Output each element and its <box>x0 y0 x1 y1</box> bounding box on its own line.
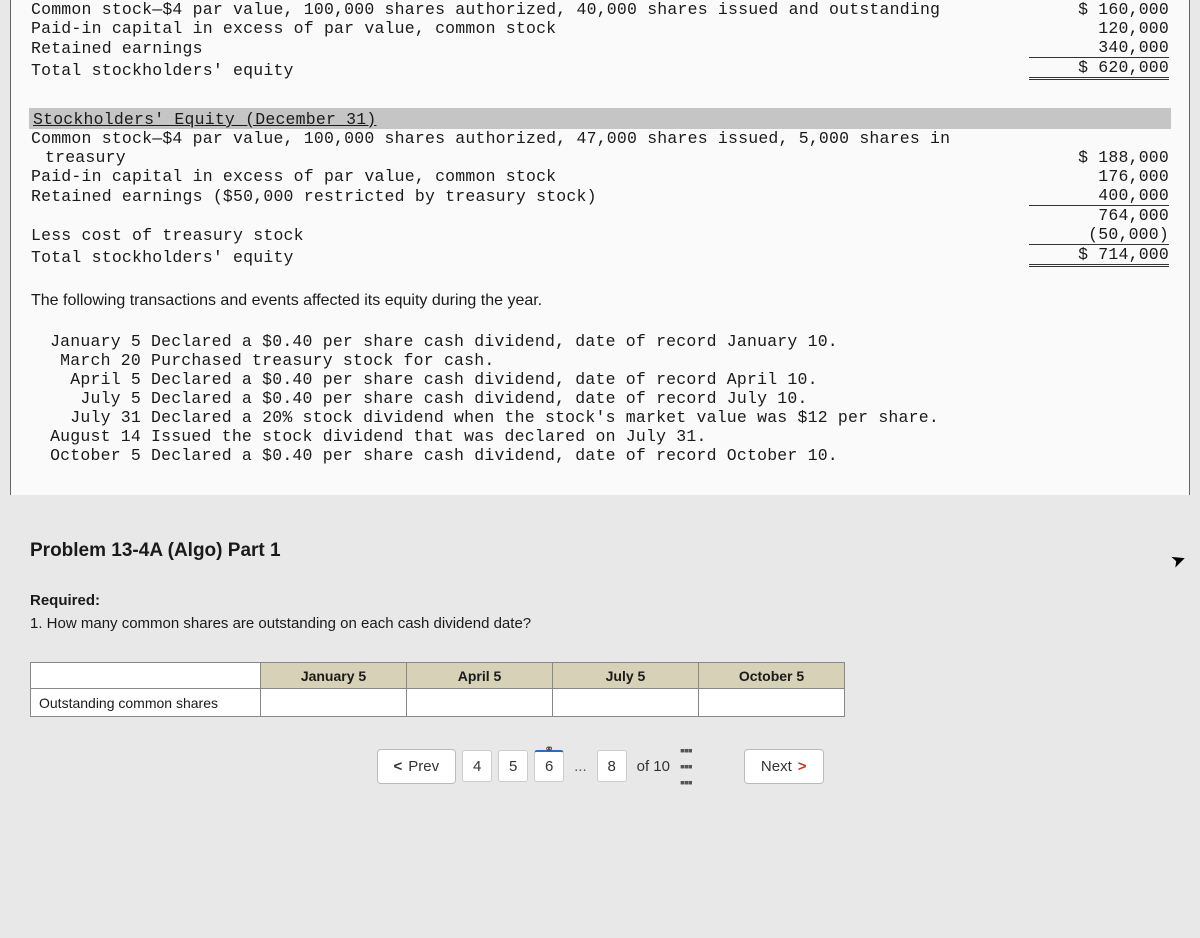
col-head: October 5 <box>699 663 845 689</box>
tx-desc: Declared a $0.40 per share cash dividend… <box>151 370 1169 389</box>
answer-table: January 5 April 5 July 5 October 5 Outst… <box>30 662 845 717</box>
fin-amount: $ 188,000 <box>1029 148 1169 167</box>
answer-cell-oct5[interactable] <box>699 689 845 717</box>
link-icon: ⚭ <box>544 742 554 756</box>
answer-cell-jan5[interactable] <box>261 689 407 717</box>
fin-amount: (50,000) <box>1029 225 1169 245</box>
transactions-list: January 5Declared a $0.40 per share cash… <box>41 332 1169 465</box>
narrative-text: The following transactions and events af… <box>31 292 1169 310</box>
prev-button[interactable]: < Prev <box>377 749 457 784</box>
required-label: Required: <box>30 592 1200 609</box>
fin-amount: $ 620,000 <box>1029 58 1169 80</box>
problem-content: Common stock—$4 par value, 100,000 share… <box>10 0 1190 495</box>
fin-amount: 764,000 <box>1029 206 1169 225</box>
page-5[interactable]: 5 <box>498 750 528 782</box>
fin-label: Less cost of treasury stock <box>31 226 1029 245</box>
fin-label: Total stockholders' equity <box>31 248 1029 267</box>
of-text: of 10 <box>637 758 670 775</box>
answer-cell-jul5[interactable] <box>553 689 699 717</box>
fin-label: Retained earnings ($50,000 restricted by… <box>31 187 1029 206</box>
tx-date: March 20 <box>41 351 151 370</box>
tx-date: January 5 <box>41 332 151 351</box>
fin-label: Total stockholders' equity <box>31 61 1029 80</box>
tx-desc: Purchased treasury stock for cash. <box>151 351 1169 370</box>
fin-label: Common stock—$4 par value, 100,000 share… <box>31 0 1029 19</box>
tx-desc: Declared a $0.40 per share cash dividend… <box>151 389 1169 408</box>
fin-amount: $ 714,000 <box>1029 245 1169 267</box>
tx-desc: Issued the stock dividend that was decla… <box>151 427 1169 446</box>
page-4[interactable]: 4 <box>462 750 492 782</box>
fin-label: Paid-in capital in excess of par value, … <box>31 167 1029 186</box>
table-corner <box>31 663 261 689</box>
chevron-left-icon: < <box>394 758 403 775</box>
row-label: Outstanding common shares <box>31 689 261 717</box>
fin-amount: $ 160,000 <box>1029 0 1169 19</box>
fin-amount: 176,000 <box>1029 167 1169 186</box>
fin-amount: 340,000 <box>1029 38 1169 58</box>
tx-date: April 5 <box>41 370 151 389</box>
fin-amount: 120,000 <box>1029 19 1169 38</box>
answer-cell-apr5[interactable] <box>407 689 553 717</box>
tx-date: July 5 <box>41 389 151 408</box>
equity-jan-section: Common stock—$4 par value, 100,000 share… <box>31 0 1169 80</box>
fin-label: Retained earnings <box>31 39 1029 58</box>
col-head: April 5 <box>407 663 553 689</box>
fin-label: Paid-in capital in excess of par value, … <box>31 19 1029 38</box>
tx-desc: Declared a 20% stock dividend when the s… <box>151 408 1169 427</box>
required-text: 1. How many common shares are outstandin… <box>30 615 1200 632</box>
fin-amount: 400,000 <box>1029 186 1169 206</box>
prev-label: Prev <box>408 758 439 775</box>
tx-desc: Declared a $0.40 per share cash dividend… <box>151 446 1169 465</box>
tx-date: July 31 <box>41 408 151 427</box>
page-6-current[interactable]: ⚭ 6 <box>534 750 564 782</box>
equity-dec-header: Stockholders' Equity (December 31) <box>29 108 1171 129</box>
tx-date: October 5 <box>41 446 151 465</box>
chevron-right-icon: > <box>798 758 807 775</box>
next-label: Next <box>761 758 792 775</box>
pager-dots: ... <box>570 758 591 775</box>
tx-desc: Declared a $0.40 per share cash dividend… <box>151 332 1169 351</box>
grid-icon[interactable]: ▪▪▪▪▪▪▪▪▪ <box>680 742 692 790</box>
fin-label: Common stock—$4 par value, 100,000 share… <box>31 129 1029 167</box>
next-button[interactable]: Next > <box>744 749 824 784</box>
equity-dec-section: Stockholders' Equity (December 31) Commo… <box>31 108 1169 267</box>
page-8[interactable]: 8 <box>597 750 627 782</box>
col-head: July 5 <box>553 663 699 689</box>
tx-date: August 14 <box>41 427 151 446</box>
problem-heading: Problem 13-4A (Algo) Part 1 <box>30 540 1200 562</box>
pager: < Prev 4 5 ⚭ 6 ... 8 of 10 ▪▪▪▪▪▪▪▪▪ Nex… <box>0 742 1200 790</box>
col-head: January 5 <box>261 663 407 689</box>
